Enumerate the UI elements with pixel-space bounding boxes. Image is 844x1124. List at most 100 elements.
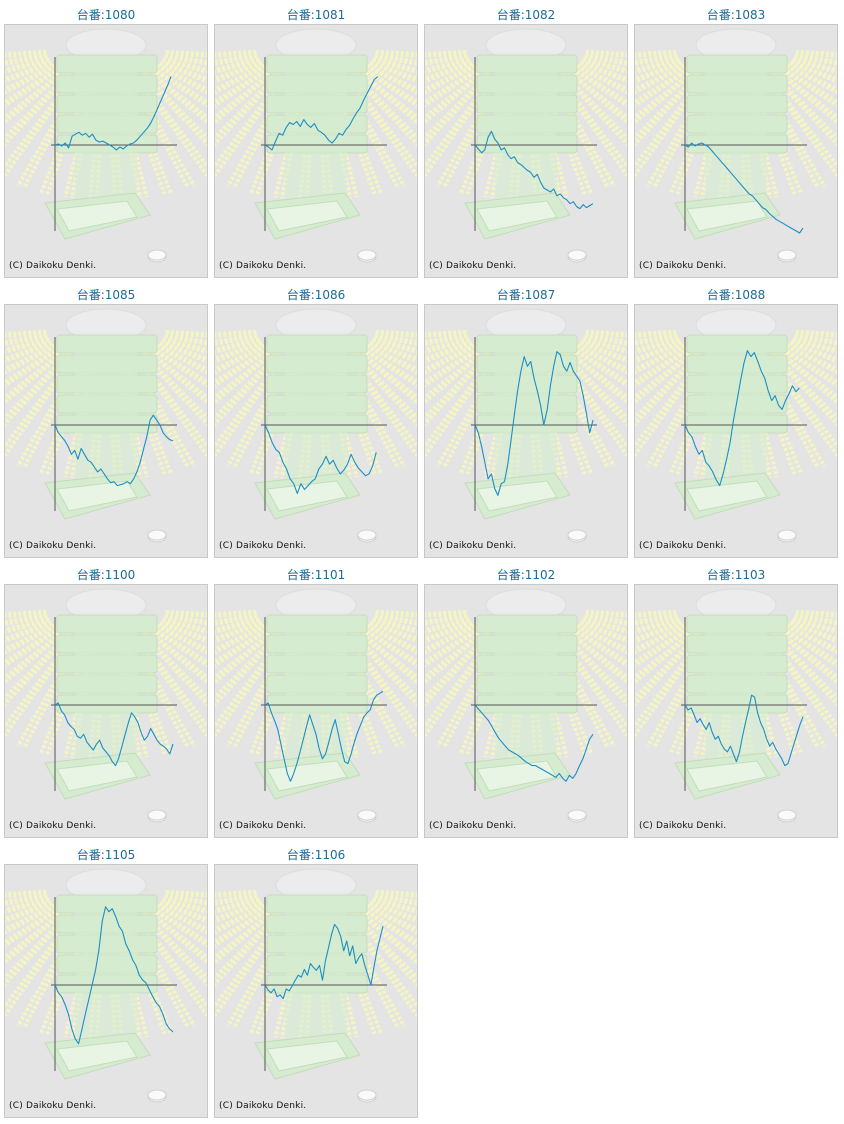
chart-card: 台番:1103 (C) Daikoku Denki. [634,560,838,840]
chart-frame[interactable]: (C) Daikoku Denki. [4,24,208,278]
chart-svg [5,28,207,263]
chart-card: 台番:1101 (C) Daikoku Denki. [214,560,418,840]
copyright-text: (C) Daikoku Denki. [9,1101,97,1111]
chart-title[interactable]: 台番:1106 [286,848,346,862]
coin-icon [357,1089,377,1103]
pachislot-machine-background [44,868,158,1080]
coin-icon [147,529,167,543]
series-line [264,424,377,494]
chart-svg [215,308,417,543]
series-line [264,690,384,782]
chart-svg [425,308,627,543]
coin-icon [777,809,797,823]
chart-card: 台番:1082 (C) Daikoku Denki. [424,0,628,280]
chart-frame[interactable]: (C) Daikoku Denki. [4,584,208,838]
pachislot-machine-background [464,308,578,520]
chart-title[interactable]: 台番:1101 [286,568,346,582]
chart-svg [425,588,627,823]
pachislot-machine-background [44,588,158,800]
coin-icon [567,529,587,543]
pachislot-machine-background [254,868,368,1080]
series-line [264,76,379,151]
copyright-text: (C) Daikoku Denki. [219,261,307,271]
chart-frame[interactable]: (C) Daikoku Denki. [424,304,628,558]
coin-icon [777,529,797,543]
chart-frame[interactable]: (C) Daikoku Denki. [214,584,418,838]
series-line [264,923,384,1000]
chart-frame[interactable]: (C) Daikoku Denki. [214,24,418,278]
chart-card: 台番:1105 (C) Daikoku Denki. [4,840,208,1120]
chart-svg [215,868,417,1103]
pachislot-machine-background [254,28,368,240]
chart-title[interactable]: 台番:1102 [496,568,556,582]
chart-svg [635,28,837,263]
chart-frame[interactable]: (C) Daikoku Denki. [634,304,838,558]
chart-card: 台番:1106 (C) Daikoku Denki. [214,840,418,1120]
pachislot-machine-background [44,28,158,240]
copyright-text: (C) Daikoku Denki. [639,261,727,271]
chart-svg [5,868,207,1103]
chart-svg [215,28,417,263]
chart-card: 台番:1081 (C) Daikoku Denki. [214,0,418,280]
chart-title[interactable]: 台番:1080 [76,8,136,22]
copyright-text: (C) Daikoku Denki. [639,821,727,831]
chart-title[interactable]: 台番:1103 [706,568,766,582]
series-line [54,702,174,767]
copyright-text: (C) Daikoku Denki. [429,261,517,271]
pachislot-machine-background [254,588,368,800]
copyright-text: (C) Daikoku Denki. [9,541,97,551]
series-line [684,694,804,767]
pachislot-machine-background [674,588,788,800]
chart-card: 台番:1088 (C) Daikoku Denki. [634,280,838,560]
chart-title[interactable]: 台番:1081 [286,8,346,22]
chart-card: 台番:1086 (C) Daikoku Denki. [214,280,418,560]
chart-title[interactable]: 台番:1082 [496,8,556,22]
chart-card: 台番:1102 (C) Daikoku Denki. [424,560,628,840]
chart-title[interactable]: 台番:1083 [706,8,766,22]
coin-icon [147,809,167,823]
chart-svg [425,28,627,263]
chart-frame[interactable]: (C) Daikoku Denki. [214,864,418,1118]
pachislot-machine-background [464,588,578,800]
copyright-text: (C) Daikoku Denki. [219,541,307,551]
copyright-text: (C) Daikoku Denki. [219,1101,307,1111]
chart-title[interactable]: 台番:1087 [496,288,556,302]
coin-icon [567,809,587,823]
chart-card: 台番:1083 (C) Daikoku Denki. [634,0,838,280]
pachislot-machine-background [674,28,788,240]
series-line [474,130,594,210]
pachislot-machine-background [674,308,788,520]
copyright-text: (C) Daikoku Denki. [9,261,97,271]
chart-card: 台番:1080 (C) Daikoku Denki. [4,0,208,280]
copyright-text: (C) Daikoku Denki. [429,541,517,551]
chart-title[interactable]: 台番:1100 [76,568,136,582]
coin-icon [567,249,587,263]
series-line [54,414,174,487]
chart-frame[interactable]: (C) Daikoku Denki. [214,304,418,558]
coin-icon [357,249,377,263]
chart-frame[interactable]: (C) Daikoku Denki. [424,584,628,838]
chart-frame[interactable]: (C) Daikoku Denki. [634,584,838,838]
chart-card: 台番:1100 (C) Daikoku Denki. [4,560,208,840]
coin-icon [777,249,797,263]
coin-icon [357,809,377,823]
chart-card: 台番:1085 (C) Daikoku Denki. [4,280,208,560]
chart-frame[interactable]: (C) Daikoku Denki. [634,24,838,278]
copyright-text: (C) Daikoku Denki. [9,821,97,831]
pachislot-machine-background [464,28,578,240]
coin-icon [357,529,377,543]
chart-title[interactable]: 台番:1086 [286,288,346,302]
series-line [54,76,172,151]
chart-frame[interactable]: (C) Daikoku Denki. [424,24,628,278]
chart-title[interactable]: 台番:1105 [76,848,136,862]
chart-svg [635,308,837,543]
chart-frame[interactable]: (C) Daikoku Denki. [4,864,208,1118]
chart-title[interactable]: 台番:1088 [706,288,766,302]
copyright-text: (C) Daikoku Denki. [219,821,307,831]
coin-icon [147,1089,167,1103]
copyright-text: (C) Daikoku Denki. [429,821,517,831]
chart-card: 台番:1087 (C) Daikoku Denki. [424,280,628,560]
chart-title[interactable]: 台番:1085 [76,288,136,302]
chart-frame[interactable]: (C) Daikoku Denki. [4,304,208,558]
